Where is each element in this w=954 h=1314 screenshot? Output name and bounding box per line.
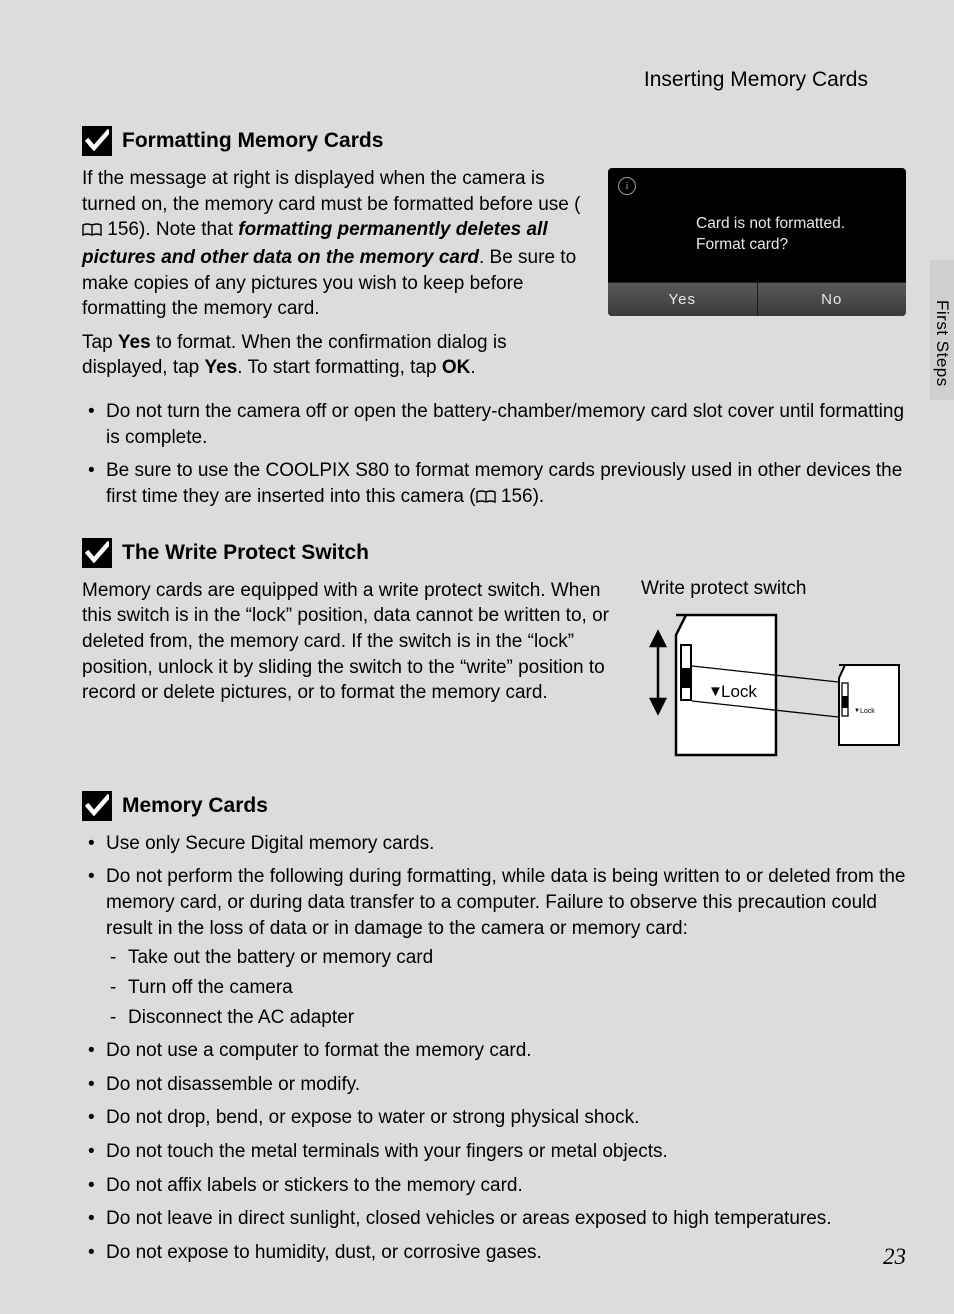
writeprotect-text: Memory cards are equipped with a write p… bbox=[82, 578, 623, 714]
text: 156). Note that bbox=[102, 219, 238, 240]
dialog-line1: Card is not formatted. bbox=[696, 214, 890, 235]
bullet: Do not touch the metal terminals with yo… bbox=[82, 1139, 906, 1165]
dash-item: Turn off the camera bbox=[106, 975, 906, 1001]
info-icon: i bbox=[618, 177, 636, 195]
dash-item: Take out the battery or memory card bbox=[106, 945, 906, 971]
dialog-buttons: Yes No bbox=[608, 282, 906, 316]
section-formatting-head: Formatting Memory Cards bbox=[82, 126, 906, 156]
check-icon bbox=[82, 126, 112, 156]
text: Do not perform the following during form… bbox=[106, 866, 905, 938]
section-memorycards-head: Memory Cards bbox=[82, 791, 906, 821]
text: If the message at right is displayed whe… bbox=[82, 168, 580, 215]
section-memorycards-title: Memory Cards bbox=[122, 794, 268, 818]
book-icon bbox=[476, 486, 496, 512]
text: . bbox=[470, 357, 475, 378]
bullet: Do not affix labels or stickers to the m… bbox=[82, 1173, 906, 1199]
dash-item: Disconnect the AC adapter bbox=[106, 1005, 906, 1031]
dialog-yes-button: Yes bbox=[608, 282, 758, 316]
dialog-top: i bbox=[608, 168, 906, 204]
dash-list: Take out the battery or memory card Turn… bbox=[106, 945, 906, 1030]
book-icon bbox=[82, 219, 102, 245]
bullet: Be sure to use the COOLPIX S80 to format… bbox=[82, 458, 906, 511]
formatting-row: If the message at right is displayed whe… bbox=[82, 166, 906, 389]
check-icon bbox=[82, 538, 112, 568]
writeprotect-row: Memory cards are equipped with a write p… bbox=[82, 578, 906, 765]
text-bold: Yes bbox=[205, 357, 238, 378]
section-writeprotect-head: The Write Protect Switch bbox=[82, 538, 906, 568]
camera-dialog: i Card is not formatted. Format card? Ye… bbox=[608, 168, 906, 316]
text-bold: Yes bbox=[118, 332, 151, 353]
formatting-text: If the message at right is displayed whe… bbox=[82, 166, 590, 389]
bullet: Do not drop, bend, or expose to water or… bbox=[82, 1105, 906, 1131]
svg-text:Lock: Lock bbox=[860, 708, 875, 715]
svg-text:Lock: Lock bbox=[721, 682, 757, 701]
section-writeprotect-title: The Write Protect Switch bbox=[122, 541, 369, 565]
check-icon bbox=[82, 791, 112, 821]
bullet: Do not leave in direct sunlight, closed … bbox=[82, 1206, 906, 1232]
text: Tap bbox=[82, 332, 118, 353]
writeprotect-figure: Write protect switch ▼ Lock bbox=[641, 578, 906, 765]
page-content: Inserting Memory Cards Formatting Memory… bbox=[0, 0, 954, 1314]
bullet: Use only Secure Digital memory cards. bbox=[82, 831, 906, 857]
bullet: Do not turn the camera off or open the b… bbox=[82, 399, 906, 450]
sd-card-diagram: ▼ Lock ▼ Lock bbox=[641, 610, 906, 760]
dialog-no-button: No bbox=[758, 282, 907, 316]
section-formatting-title: Formatting Memory Cards bbox=[122, 129, 383, 153]
memorycards-bullets: Use only Secure Digital memory cards. Do… bbox=[82, 831, 906, 1266]
text-bold: OK bbox=[442, 357, 471, 378]
writeprotect-caption: Write protect switch bbox=[641, 578, 906, 600]
dialog-line2: Format card? bbox=[696, 235, 890, 256]
text: Memory cards are equipped with a write p… bbox=[82, 578, 623, 706]
text: 156). bbox=[496, 486, 545, 507]
bullet: Do not perform the following during form… bbox=[82, 864, 906, 1030]
formatting-bullets: Do not turn the camera off or open the b… bbox=[82, 399, 906, 512]
bullet: Do not use a computer to format the memo… bbox=[82, 1038, 906, 1064]
running-head: Inserting Memory Cards bbox=[82, 68, 868, 92]
dialog-message: Card is not formatted. Format card? bbox=[608, 204, 906, 282]
page-number: 23 bbox=[883, 1244, 906, 1270]
text: . To start formatting, tap bbox=[237, 357, 442, 378]
bullet: Do not expose to humidity, dust, or corr… bbox=[82, 1240, 906, 1266]
bullet: Do not disassemble or modify. bbox=[82, 1072, 906, 1098]
